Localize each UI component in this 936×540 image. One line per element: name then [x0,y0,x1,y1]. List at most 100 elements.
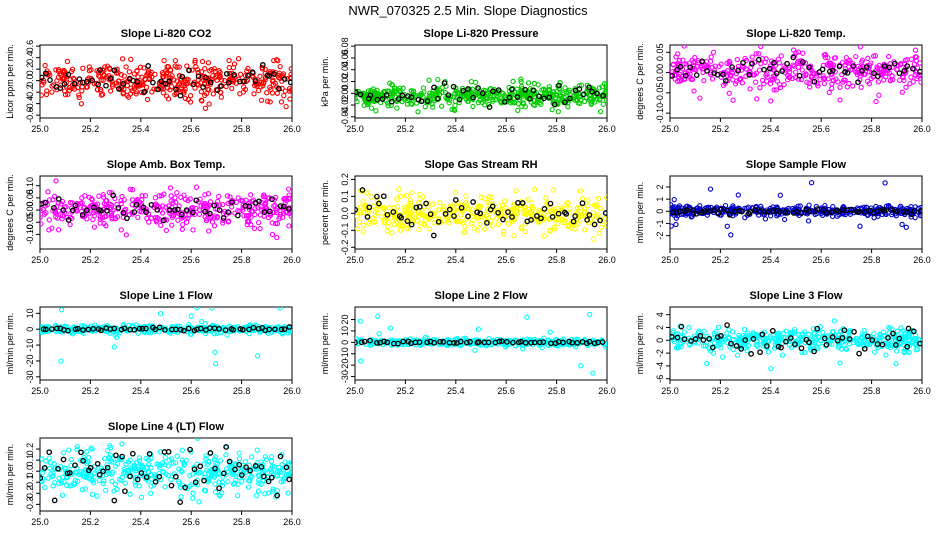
data-point [792,69,799,75]
reference-point [496,338,503,345]
data-point [142,192,149,199]
reference-point [96,471,103,478]
data-point [136,483,142,489]
data-point [482,215,488,222]
data-point [59,216,65,222]
data-point [211,331,217,337]
reference-point [441,80,448,86]
reference-point [202,74,209,81]
data-point [239,478,245,484]
reference-point [896,335,903,342]
reference-point [286,324,292,330]
points-layer [355,76,607,115]
reference-point [116,85,122,92]
data-point [561,218,567,224]
data-point [389,82,395,88]
reference-point [485,339,492,346]
reference-point [536,93,542,100]
y-tick-label: -10 [25,339,35,352]
data-point [74,446,80,452]
data-point [472,347,478,353]
reference-point [911,208,917,215]
data-point [566,87,572,93]
data-point [603,222,607,228]
reference-point [398,214,405,221]
y-tick-label: -0.1 [340,223,350,239]
data-point [187,93,194,99]
data-point [212,360,219,367]
reference-point [538,215,544,222]
data-point [452,189,458,195]
data-point [47,465,53,471]
panel-title: Slope Line 2 Flow [435,290,528,302]
x-tick-label: 25.6 [812,386,830,396]
x-tick-label: 26.0 [283,386,301,396]
data-point [211,471,217,477]
x-tick-label: 25.0 [661,255,679,265]
reference-point [699,58,706,65]
reference-point [158,78,164,85]
reference-point [155,86,161,93]
reference-point [138,470,145,476]
x-tick-label: 25.8 [233,517,251,527]
y-tick-label: -0.2 [25,84,35,100]
reference-point [388,98,395,105]
plot-frame [39,306,293,381]
reference-point [594,90,600,97]
y-tick-label: 0.05 [25,189,35,207]
x-tick-label: 25.0 [31,517,49,527]
data-point [62,465,68,471]
data-point [720,354,726,360]
data-point [80,65,86,71]
reference-point [374,340,380,346]
data-point [103,198,109,204]
data-point [494,215,500,221]
data-point [440,206,447,212]
data-point [190,227,196,233]
reference-point [463,339,470,346]
data-point [63,204,69,210]
reference-point [704,68,710,74]
data-point [412,215,418,221]
data-point [160,71,167,77]
reference-point [848,206,855,213]
reference-point [470,199,476,205]
data-point [389,230,395,236]
reference-point [841,327,848,334]
data-point [407,197,413,203]
plot-frame [669,44,923,119]
reference-point [166,207,173,213]
reference-point [821,335,828,342]
data-point [281,92,287,99]
x-tick-label: 25.2 [397,124,415,134]
data-point [277,63,283,70]
data-point [744,347,750,354]
y-tick-label: 2 [655,325,665,330]
data-point [689,57,695,63]
data-point [754,96,760,102]
data-point [231,61,238,67]
reference-point [57,85,64,91]
reference-point [129,450,136,457]
data-point [434,96,440,103]
data-point [777,192,783,198]
reference-point [65,217,72,223]
data-point [127,186,133,192]
points-layer [355,186,607,242]
data-point [597,205,603,212]
reference-point [162,327,168,333]
data-point [770,67,776,73]
y-tick-label: -30 [340,370,350,383]
y-tick-label: -0.2 [25,486,35,502]
data-point [41,79,47,86]
data-point [255,219,262,226]
data-point [596,85,603,91]
x-tick-label: 25.8 [233,124,251,134]
data-point [455,218,461,224]
data-point [745,330,751,336]
reference-point [440,339,447,345]
reference-point [806,64,812,71]
